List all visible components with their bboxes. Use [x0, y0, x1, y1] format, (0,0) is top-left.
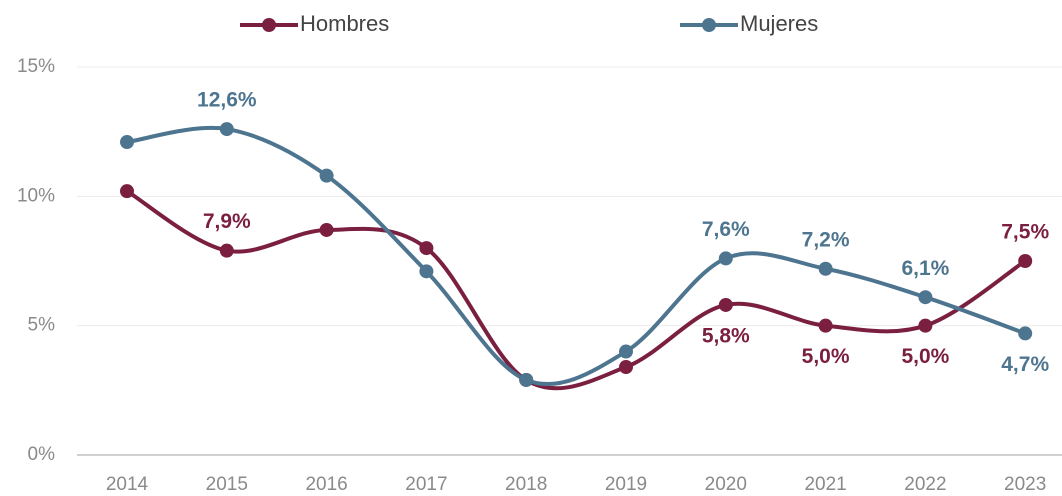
point — [120, 184, 134, 199]
x-tick-label: 2017 — [405, 474, 447, 495]
y-tick-label: 5% — [28, 315, 56, 336]
value-label: 7,6% — [702, 218, 750, 241]
value-label: 6,1% — [901, 257, 949, 280]
point — [319, 168, 334, 183]
point — [619, 344, 633, 359]
point — [219, 243, 234, 258]
legend-label: Hombres — [300, 11, 389, 36]
value-label: 5,8% — [702, 325, 750, 348]
y-tick-label: 10% — [17, 185, 55, 206]
x-tick-label: 2016 — [305, 474, 347, 495]
value-label: 4,7% — [1001, 353, 1049, 376]
legend-marker — [262, 18, 276, 32]
point — [718, 251, 733, 266]
point — [1018, 326, 1033, 341]
value-label: 5,0% — [901, 345, 949, 368]
point — [918, 318, 933, 333]
point — [519, 372, 534, 387]
x-tick-label: 2019 — [605, 474, 647, 495]
point — [1018, 254, 1033, 268]
x-tick-label: 2014 — [106, 474, 149, 495]
point — [619, 360, 633, 375]
point — [818, 261, 833, 276]
value-label: 7,9% — [203, 210, 251, 233]
value-label: 7,2% — [802, 228, 850, 251]
x-tick-label: 2023 — [1004, 474, 1046, 495]
y-tick-label: 15% — [17, 56, 55, 77]
x-tick-label: 2020 — [705, 474, 747, 495]
point — [120, 135, 134, 150]
value-label: 7,5% — [1001, 221, 1049, 244]
value-label: 12,6% — [197, 89, 257, 112]
legend-label: Mujeres — [740, 11, 818, 36]
point — [818, 318, 833, 333]
point — [419, 241, 434, 256]
point — [718, 297, 733, 312]
point — [419, 264, 434, 279]
legend-marker — [702, 18, 716, 32]
series-line — [125, 189, 1027, 391]
x-tick-label: 2018 — [505, 474, 547, 495]
point — [319, 222, 334, 237]
x-tick-label: 2022 — [904, 474, 946, 495]
point — [918, 290, 933, 305]
point — [219, 122, 234, 137]
x-tick-label: 2021 — [804, 474, 846, 495]
x-tick-label: 2015 — [206, 474, 248, 495]
series-line — [126, 125, 1026, 387]
value-label: 5,0% — [802, 345, 850, 368]
y-tick-label: 0% — [28, 444, 56, 465]
